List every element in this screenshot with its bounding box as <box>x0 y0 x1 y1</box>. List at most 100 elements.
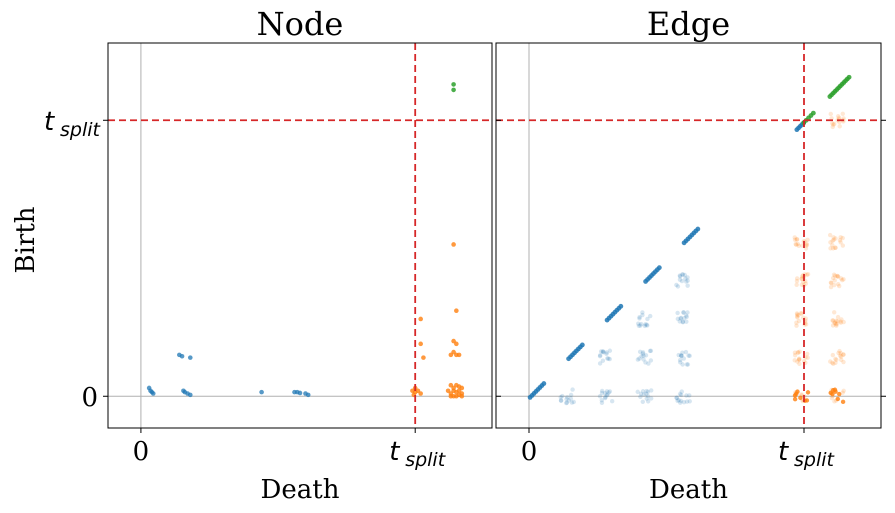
faint-point <box>832 399 837 404</box>
faint-point <box>640 351 646 356</box>
faint-point <box>833 236 838 241</box>
data-point <box>187 355 193 360</box>
faint-point <box>684 362 690 367</box>
faint-point <box>837 283 842 289</box>
faint-point <box>795 314 800 319</box>
faint-point <box>838 351 843 356</box>
faint-point <box>794 282 799 287</box>
faint-point <box>833 360 838 366</box>
faint-point <box>638 391 644 397</box>
diagonal-point <box>846 74 852 80</box>
x-tick-label: t <box>389 437 400 467</box>
faint-point <box>676 352 681 358</box>
faint-point <box>681 399 687 405</box>
faint-point <box>803 243 809 248</box>
faint-point <box>792 358 797 363</box>
faint-point <box>795 359 800 364</box>
faint-point <box>599 390 605 396</box>
faint-point <box>830 238 835 243</box>
x-tick-label: t <box>778 437 789 467</box>
faint-point <box>832 121 837 127</box>
faint-point <box>831 318 836 323</box>
faint-point <box>680 272 686 277</box>
faint-point <box>678 316 683 321</box>
faint-point <box>605 392 610 397</box>
faint-point <box>600 349 605 354</box>
faint-point <box>830 391 835 397</box>
faint-point <box>804 242 810 248</box>
diagonal-point <box>810 110 816 116</box>
faint-point <box>799 393 804 398</box>
faint-point <box>675 316 681 322</box>
faint-point <box>637 316 642 321</box>
faint-point <box>679 353 684 358</box>
faint-point <box>803 322 809 327</box>
x-axis-label: Death <box>649 475 728 505</box>
faint-point <box>598 349 604 354</box>
faint-point <box>831 235 836 240</box>
faint-point <box>677 277 683 282</box>
faint-point <box>834 323 839 328</box>
faint-point <box>840 243 846 248</box>
faint-point <box>564 400 569 406</box>
faint-point <box>838 320 844 325</box>
faint-point <box>639 354 644 359</box>
faint-point <box>606 390 611 395</box>
faint-point <box>835 314 841 320</box>
faint-point <box>560 393 565 399</box>
faint-point <box>795 389 800 394</box>
data-point <box>421 355 426 360</box>
faint-point <box>834 357 839 362</box>
faint-point <box>799 282 805 288</box>
faint-point <box>674 395 679 401</box>
faint-point <box>680 319 686 324</box>
faint-point <box>649 396 654 401</box>
data-point <box>179 353 185 359</box>
faint-point <box>687 353 692 359</box>
faint-point <box>796 357 802 363</box>
faint-point <box>832 320 837 325</box>
faint-point <box>830 124 835 130</box>
faint-point <box>679 389 684 394</box>
faint-point <box>837 124 842 129</box>
faint-point <box>635 389 640 395</box>
data-point <box>182 389 188 395</box>
faint-point <box>838 357 844 363</box>
faint-point <box>597 394 603 399</box>
data-point <box>451 82 456 87</box>
data-point <box>459 393 465 399</box>
faint-point <box>829 387 834 393</box>
faint-point <box>645 389 651 395</box>
panel-title: Edge <box>647 5 730 43</box>
faint-point <box>794 278 800 284</box>
faint-point <box>841 359 846 365</box>
faint-point <box>677 391 683 397</box>
faint-point <box>681 310 686 315</box>
faint-point <box>675 398 680 403</box>
faint-point <box>607 389 613 394</box>
faint-point <box>640 350 646 355</box>
faint-point <box>831 122 836 127</box>
faint-point <box>828 280 834 285</box>
faint-point <box>834 322 839 327</box>
faint-point <box>645 323 650 328</box>
faint-point <box>794 276 800 281</box>
data-point <box>451 87 456 93</box>
faint-point <box>683 279 689 284</box>
data-point <box>456 352 462 358</box>
faint-point <box>675 284 681 289</box>
faint-point <box>796 243 801 248</box>
faint-point <box>684 399 690 404</box>
faint-point <box>803 281 808 286</box>
faint-point <box>792 396 798 402</box>
faint-point <box>677 357 683 363</box>
faint-point <box>609 399 615 404</box>
data-point <box>259 389 264 395</box>
faint-point <box>832 282 837 288</box>
faint-point <box>838 276 844 281</box>
faint-point <box>638 394 643 399</box>
data-point <box>454 341 459 347</box>
faint-point <box>679 353 684 358</box>
faint-point <box>839 277 845 283</box>
faint-point <box>804 398 810 403</box>
